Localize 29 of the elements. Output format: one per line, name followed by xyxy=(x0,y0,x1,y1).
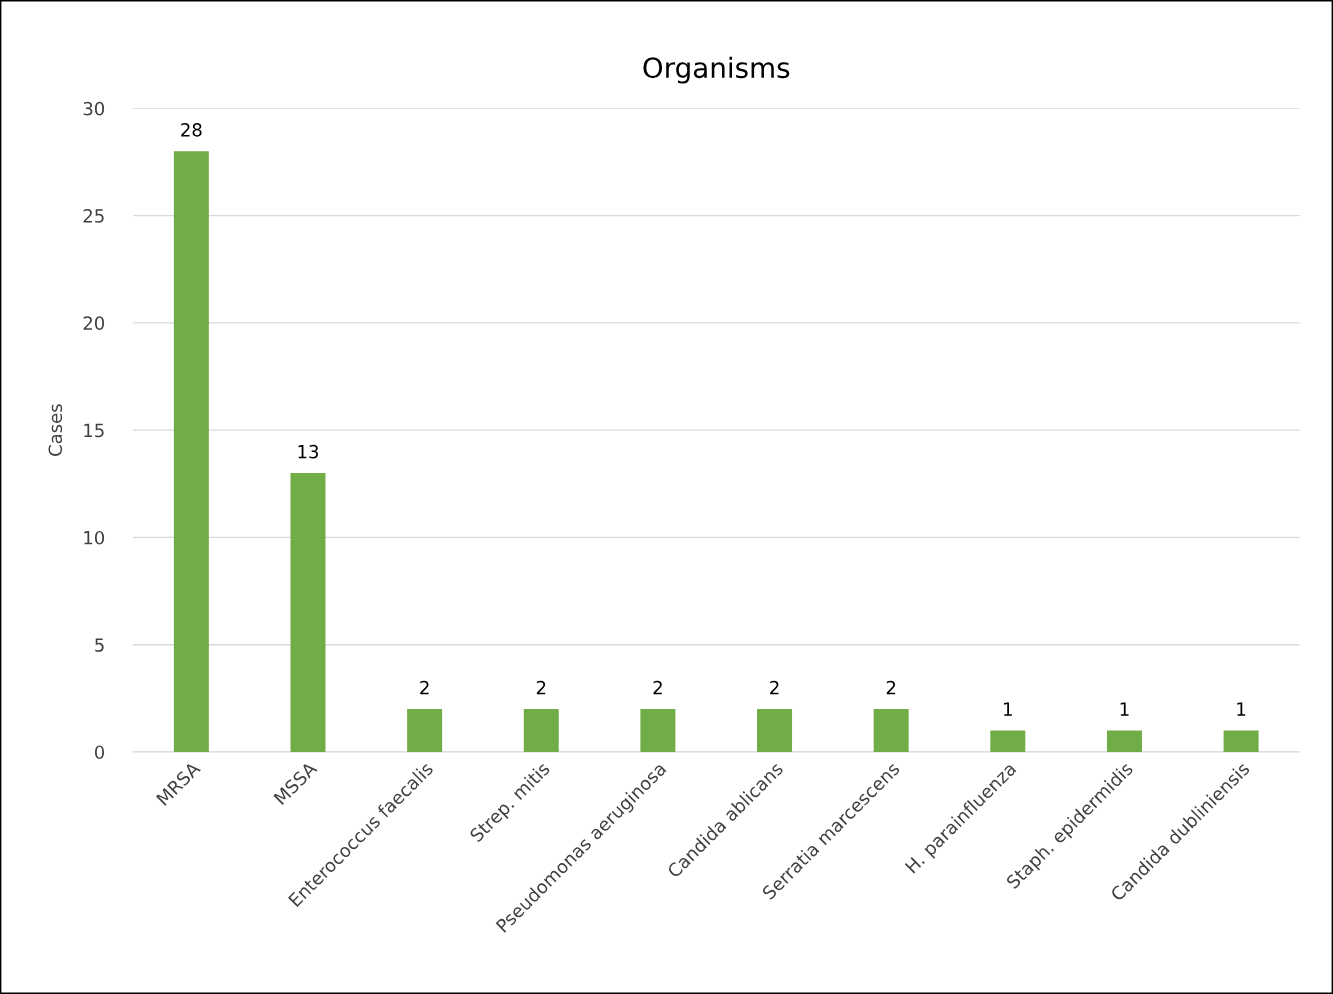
bar xyxy=(1106,730,1142,752)
bar xyxy=(1223,730,1259,752)
y-tick-label: 5 xyxy=(95,638,104,652)
data-label: 2 xyxy=(420,680,429,695)
y-tick-label: 20 xyxy=(83,316,105,330)
y-tick-label: 0 xyxy=(94,745,105,760)
bar xyxy=(523,709,559,752)
data-label: 1 xyxy=(1237,702,1246,716)
bar xyxy=(640,709,676,752)
data-label: 2 xyxy=(536,680,546,695)
bar xyxy=(757,709,793,752)
chart-title: Organisms xyxy=(643,56,790,84)
y-tick-label: 10 xyxy=(84,530,105,545)
data-label: 2 xyxy=(653,680,662,695)
bar xyxy=(873,709,909,752)
y-tick-label: 30 xyxy=(83,101,105,116)
data-label: 1 xyxy=(1120,702,1129,716)
data-label: 1 xyxy=(1004,702,1012,716)
bar xyxy=(290,473,326,752)
y-tick-label: 15 xyxy=(84,423,104,438)
bar xyxy=(990,730,1026,752)
data-label: 2 xyxy=(770,680,779,695)
y-axis-title: Cases xyxy=(48,404,63,456)
bar xyxy=(173,151,209,752)
data-label: 28 xyxy=(181,122,202,137)
data-label: 13 xyxy=(298,444,319,459)
y-tick-label: 25 xyxy=(83,209,104,223)
data-label: 2 xyxy=(886,680,896,695)
bar xyxy=(407,709,443,752)
